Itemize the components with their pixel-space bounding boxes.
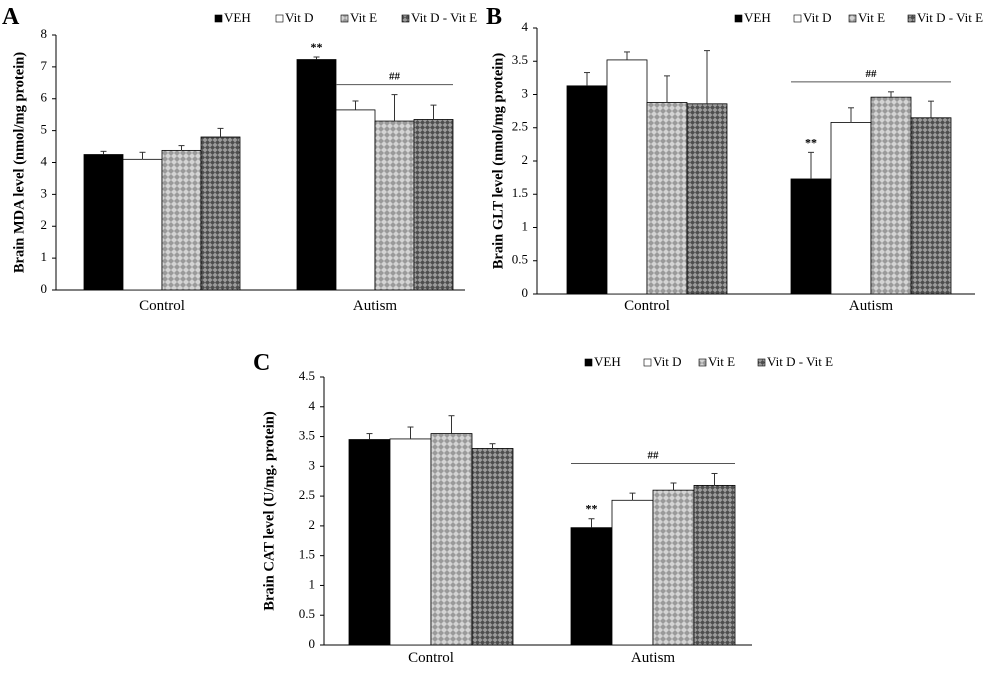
- bar: [790, 178, 832, 295]
- y-tick-label: 4: [522, 19, 529, 34]
- y-axis-label: Brain MDA level (nmol/mg protein): [11, 52, 27, 273]
- y-tick-label: 0: [522, 285, 529, 300]
- legend-label: Vit E: [858, 10, 885, 25]
- bar: [374, 120, 415, 291]
- legend-swatch: [584, 358, 593, 367]
- legend-label: Vit E: [350, 10, 377, 25]
- y-tick-label: 1.5: [299, 547, 315, 562]
- legend-swatch: [907, 14, 916, 23]
- bar: [606, 59, 648, 295]
- significance-marker: **: [311, 40, 323, 54]
- legend-swatch: [698, 358, 707, 367]
- x-category-label: Control: [624, 298, 670, 314]
- y-tick-label: 5: [41, 122, 48, 137]
- x-category-label: Autism: [849, 298, 894, 314]
- y-tick-label: 2: [41, 217, 48, 232]
- bar: [296, 59, 337, 291]
- bar: [200, 136, 241, 291]
- y-tick-label: 2.5: [299, 487, 315, 502]
- y-axis-label: Brain CAT level (U/mg. protein): [261, 411, 277, 611]
- y-tick-label: 0.5: [512, 252, 528, 267]
- y-axis-label: Brain GLT level (nmol/mg protein): [490, 53, 506, 270]
- legend-swatch: [757, 358, 766, 367]
- chart-panel-b: B Brain GLT level (nmol/mg protein) 0 0.5 1 1…: [486, 4, 983, 314]
- significance-marker: ##: [866, 68, 878, 80]
- y-tick-label: 2.5: [512, 119, 528, 134]
- legend-label: Vit D: [803, 10, 831, 25]
- y-tick-label: 1.5: [512, 185, 528, 200]
- bar: [830, 122, 872, 295]
- legend-label: VEH: [744, 10, 771, 25]
- legend-label: VEH: [594, 354, 621, 369]
- bar: [413, 119, 454, 291]
- legend-label: Vit E: [708, 354, 735, 369]
- x-category-label: Control: [139, 298, 185, 314]
- bar: [122, 158, 163, 291]
- bar: [910, 117, 952, 295]
- y-tick-label: 3.5: [299, 428, 315, 443]
- y-tick-label: 4: [309, 398, 316, 413]
- legend-swatch: [275, 14, 284, 23]
- y-tick-label: 1: [522, 218, 529, 233]
- bar: [566, 85, 608, 295]
- y-tick-label: 3: [41, 185, 48, 200]
- legend-swatch: [643, 358, 652, 367]
- y-tick-label: 1: [309, 576, 316, 591]
- y-tick-label: 0: [41, 281, 48, 296]
- legend-label: Vit D: [653, 354, 681, 369]
- y-tick-label: 4: [41, 153, 48, 168]
- significance-marker: **: [586, 502, 598, 516]
- legend-label: Vit D: [285, 10, 313, 25]
- significance-marker: ##: [648, 449, 660, 461]
- significance-marker: **: [805, 135, 817, 149]
- chart-panel-a: A Brain MDA level (nmol/mg protein) 0 1 2 3 4 5…: [2, 4, 477, 314]
- y-tick-label: 3.5: [512, 52, 528, 67]
- y-tick-label: 6: [41, 90, 48, 105]
- bar: [161, 149, 202, 291]
- legend-swatch: [401, 14, 410, 23]
- legend-swatch: [793, 14, 802, 23]
- panel-label: A: [2, 4, 20, 30]
- legend-swatch: [214, 14, 223, 23]
- bar: [83, 154, 124, 291]
- y-tick-label: 0: [309, 636, 316, 651]
- legend-label: Vit D - Vit E: [411, 10, 477, 25]
- x-category-label: Autism: [631, 650, 676, 666]
- x-category-label: Autism: [353, 298, 398, 314]
- bar: [335, 109, 376, 291]
- significance-marker: ##: [389, 71, 401, 83]
- legend-label: VEH: [224, 10, 251, 25]
- y-tick-label: 0.5: [299, 606, 315, 621]
- bar: [348, 439, 391, 646]
- y-tick-label: 2: [309, 517, 316, 532]
- y-tick-label: 3: [309, 457, 316, 472]
- y-tick-label: 4.5: [299, 368, 315, 383]
- legend-swatch: [340, 14, 349, 23]
- bar: [389, 438, 432, 646]
- y-tick-label: 3: [522, 85, 529, 100]
- bar: [430, 433, 473, 646]
- legend-swatch: [734, 14, 743, 23]
- y-tick-label: 8: [41, 26, 48, 41]
- bar: [646, 102, 688, 295]
- legend-label: Vit D - Vit E: [917, 10, 983, 25]
- bar: [570, 527, 613, 646]
- bar: [471, 448, 514, 646]
- bar: [686, 103, 728, 295]
- panel-label: C: [253, 350, 270, 376]
- bar: [693, 484, 736, 646]
- y-tick-label: 1: [41, 249, 48, 264]
- y-tick-label: 2: [522, 152, 529, 167]
- bar: [870, 96, 912, 295]
- chart-panel-c: C Brain CAT level (U/mg. protein) 0 0.5 1 1.5…: [253, 350, 833, 666]
- bar: [611, 499, 654, 646]
- y-tick-label: 7: [41, 58, 48, 73]
- panel-label: B: [486, 4, 502, 30]
- legend-label: Vit D - Vit E: [767, 354, 833, 369]
- bar: [652, 489, 695, 646]
- legend-swatch: [848, 14, 857, 23]
- x-category-label: Control: [408, 650, 454, 666]
